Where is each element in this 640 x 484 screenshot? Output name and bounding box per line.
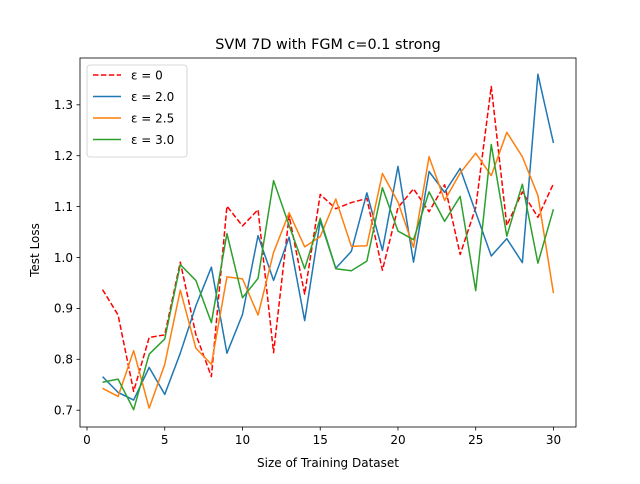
x-axis-label: Size of Training Dataset [257, 456, 399, 470]
y-tick-label: 0.9 [54, 302, 73, 316]
x-tick-label: 20 [390, 433, 405, 447]
legend-label-2: ε = 2.5 [131, 112, 174, 126]
y-tick-label: 1.2 [54, 149, 73, 163]
plot-area: 0 5 10 15 20 25 30 0.7 0.8 0.9 1.0 1.1 1.2 1.3 ε = 0 ε … [54, 57, 577, 447]
series-line-2 [102, 131, 555, 409]
axes-frame [79, 57, 577, 428]
legend-label-3: ε = 3.0 [131, 133, 174, 147]
x-tick-label: 5 [161, 433, 169, 447]
x-tick-label: 30 [546, 433, 561, 447]
legend-label-0: ε = 0 [131, 69, 163, 83]
y-tick-label: 0.7 [54, 404, 73, 418]
legend-label-1: ε = 2.0 [131, 90, 174, 104]
x-tick-label: 25 [468, 433, 483, 447]
y-tick-label: 1.0 [54, 251, 73, 265]
y-tick-label: 0.8 [54, 353, 73, 367]
y-axis-label: Test Loss [28, 223, 42, 278]
x-tick-label: 10 [235, 433, 250, 447]
x-tick-label: 15 [313, 433, 328, 447]
y-tick-label: 1.1 [54, 200, 73, 214]
x-tick-label: 0 [83, 433, 91, 447]
chart-title: SVM 7D with FGM c=0.1 strong [215, 37, 441, 53]
legend-box [86, 64, 188, 158]
series-line-3 [102, 143, 555, 411]
y-tick-label: 1.3 [54, 98, 73, 112]
